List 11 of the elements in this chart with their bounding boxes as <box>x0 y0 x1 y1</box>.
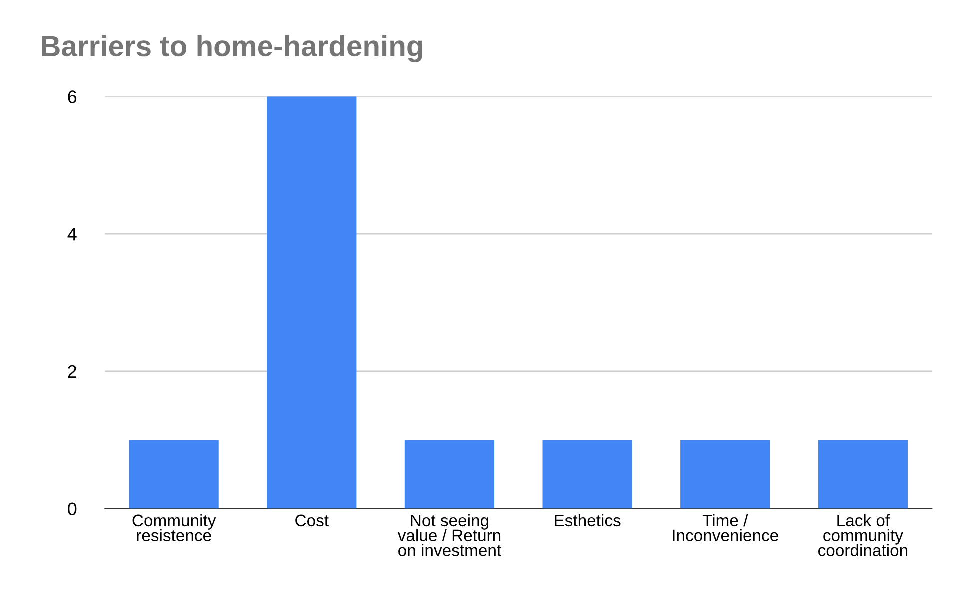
x-tick-label: Community resistence <box>132 514 216 542</box>
chart-title: Barriers to home-hardening <box>42 35 422 63</box>
y-tick-label: 6 <box>68 90 77 104</box>
y-tick-label: 2 <box>68 365 76 378</box>
y-tick-label: 4 <box>68 228 77 241</box>
x-tick-label: Esthetics <box>555 514 621 527</box>
x-tick-label: Time / Inconvenience <box>673 514 778 542</box>
x-tick-label: Lack of community coordination <box>818 514 908 556</box>
x-tick-label: Cost <box>296 514 329 527</box>
y-tick-label: 0 <box>68 502 77 516</box>
x-tick-label: Not seeing value / Return on investment <box>398 514 502 556</box>
